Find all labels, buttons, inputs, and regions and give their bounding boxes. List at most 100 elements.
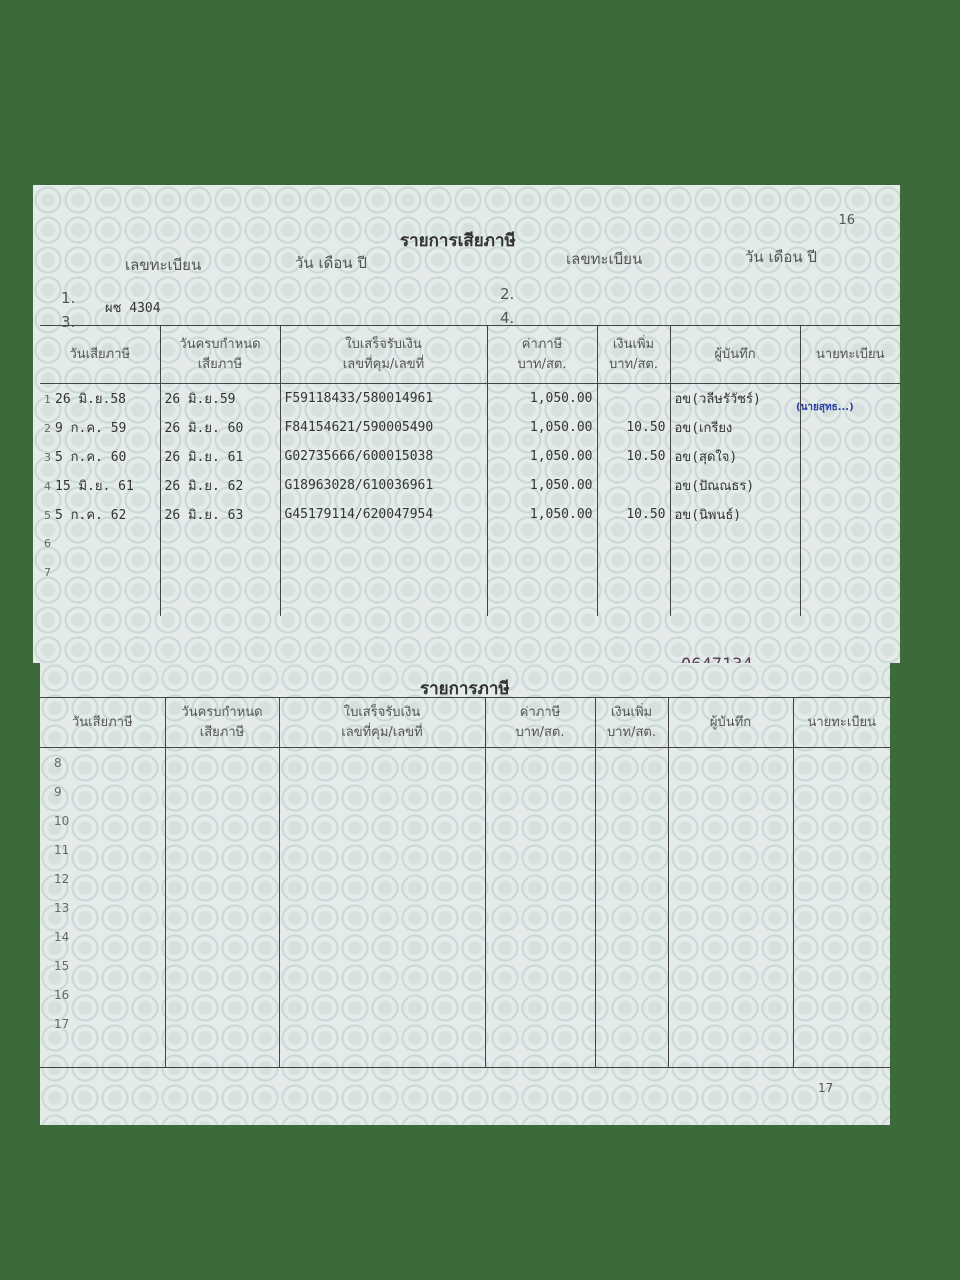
cell-tax: 1,050.00 [486, 413, 597, 442]
cell [792, 806, 890, 835]
cell [792, 922, 890, 951]
row-number: 9 [54, 784, 62, 799]
cell-receipt [279, 529, 487, 558]
cell-due [159, 529, 280, 558]
cell [279, 587, 487, 616]
cell [792, 1038, 890, 1068]
page-title: รายการภาษี [420, 679, 510, 699]
table-row: 8 [40, 747, 890, 777]
cell [278, 922, 485, 951]
cell [792, 980, 890, 1009]
cell [667, 951, 793, 980]
table-row: 12 [40, 864, 890, 893]
table-row: 1 26 มิ.ย.58 26 มิ.ย.59 F59118433/580014961… [40, 383, 900, 413]
cell [792, 777, 890, 806]
cell [667, 835, 793, 864]
cell [792, 1009, 890, 1038]
cell [164, 806, 279, 835]
column-header: ใบเสร็จรับเงิน เลขที่คุม/เลขที่ [278, 697, 485, 748]
paid-date: 15 มิ.ย. 61 [55, 479, 134, 494]
cell-tax: 1,050.00 [486, 500, 597, 529]
row-number: 10 [54, 813, 70, 828]
row-number: 5 [44, 509, 51, 522]
cell-surcharge [596, 383, 670, 413]
cell [594, 1038, 668, 1068]
row-number: 1 [44, 393, 51, 406]
row-number: 7 [44, 566, 51, 579]
cell [278, 777, 485, 806]
cell [278, 806, 485, 835]
slot-number: 1. [61, 289, 76, 307]
cell [40, 1038, 165, 1068]
cell [278, 835, 485, 864]
cell [669, 587, 800, 616]
cell [667, 806, 793, 835]
column-header: ผู้บันทึก [669, 325, 800, 384]
cell [667, 747, 793, 777]
paid-date: 26 มิ.ย.58 [55, 392, 126, 407]
cell [667, 864, 793, 893]
date-label-2: วัน เดือน ปี [745, 248, 817, 266]
table-row: 16 [40, 980, 890, 1009]
cell-surcharge [596, 529, 670, 558]
cell-due: 26 มิ.ย. 63 [159, 500, 280, 529]
cell-registrar [799, 558, 900, 587]
cell-due: 26 มิ.ย. 62 [159, 471, 280, 500]
cell [594, 922, 668, 951]
cell [594, 806, 668, 835]
cell [484, 806, 595, 835]
cell-due: 26 มิ.ย. 61 [159, 442, 280, 471]
cell [667, 980, 793, 1009]
cell-registrar [799, 413, 900, 442]
cell [799, 587, 900, 616]
column-header: ค่าภาษี บาท/สต. [484, 697, 595, 748]
page-number: 17 [818, 1081, 834, 1095]
cell [164, 777, 279, 806]
cell [164, 747, 279, 777]
cell-recorder: อข(นิพนธ์) [669, 500, 800, 529]
cell-due: 26 มิ.ย.59 [159, 383, 280, 413]
cell [484, 893, 595, 922]
top-page: 16 รายการเสียภาษี เลขทะเบียน วัน เดือน ป… [33, 185, 900, 675]
cell [164, 1009, 279, 1038]
paid-date: 5 ก.ค. 62 [55, 508, 127, 523]
paid-date: 9 ก.ค. 59 [55, 421, 127, 436]
cell-recorder: อข(สุดใจ) [669, 442, 800, 471]
row-number: 16 [54, 987, 70, 1002]
column-header: นายทะเบียน [792, 697, 890, 748]
page-title: รายการเสียภาษี [400, 231, 516, 251]
cell [667, 893, 793, 922]
cell-recorder [669, 529, 800, 558]
tax-table: วันเสียภาษี วันครบกำหนด เสียภาษี ใบเสร็จรั… [40, 697, 890, 1068]
row-number: 2 [44, 422, 51, 435]
cell-recorder: อข(เกรียง [669, 413, 800, 442]
cell-paid: 3 5 ก.ค. 60 [40, 442, 160, 471]
cell-tax [486, 558, 597, 587]
cell [40, 587, 160, 616]
cell-paid: 6 [40, 529, 160, 558]
cell [667, 1009, 793, 1038]
table-row: 17 [40, 1009, 890, 1038]
cell-surcharge: 10.50 [596, 442, 670, 471]
row-number: 14 [54, 929, 70, 944]
cell [278, 747, 485, 777]
cell [792, 747, 890, 777]
column-header: นายทะเบียน [799, 325, 900, 384]
row-number: 17 [54, 1016, 70, 1031]
table-row: 6 [40, 529, 900, 558]
cell [667, 922, 793, 951]
cell [594, 1009, 668, 1038]
row-number: 13 [54, 900, 70, 915]
cell [667, 777, 793, 806]
table-row: 14 [40, 922, 890, 951]
cell-receipt [279, 558, 487, 587]
table-row: 4 15 มิ.ย. 61 26 มิ.ย. 62 G18963028/6100369… [40, 471, 900, 500]
cell [484, 1009, 595, 1038]
cell-recorder: อข(วลีษรัวัชร์) [669, 383, 800, 413]
column-header: ค่าภาษี บาท/สต. [486, 325, 597, 384]
cell-surcharge [596, 558, 670, 587]
cell-tax [486, 529, 597, 558]
cell-registrar [799, 471, 900, 500]
date-label-1: วัน เดือน ปี [295, 254, 367, 272]
cell-tax: 1,050.00 [486, 471, 597, 500]
